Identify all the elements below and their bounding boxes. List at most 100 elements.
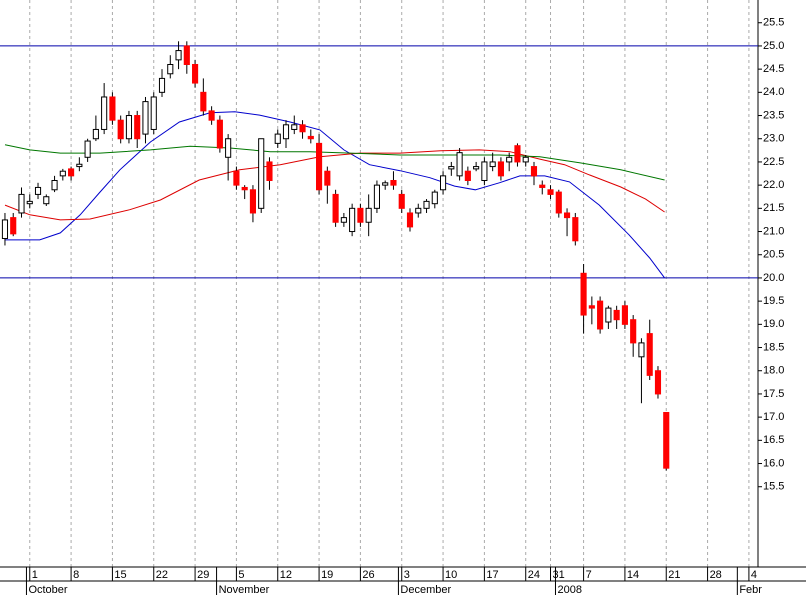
- y-tick-label: 21.5: [763, 202, 784, 214]
- candle-body: [654, 370, 662, 395]
- candle-body: [473, 166, 480, 170]
- candle-body: [555, 191, 562, 214]
- candle-body: [489, 161, 496, 168]
- candle-body: [18, 193, 25, 214]
- x-tick-label: 19: [321, 569, 333, 581]
- y-tick-label: 18.0: [763, 365, 784, 377]
- candle-body: [373, 184, 380, 209]
- candle-body: [109, 96, 116, 121]
- candle-body: [597, 300, 604, 330]
- y-tick-label: 22.0: [763, 179, 784, 191]
- y-tick-label: 24.5: [763, 63, 784, 75]
- x-tick-label: 14: [627, 569, 639, 581]
- y-tick-label: 24.0: [763, 86, 784, 98]
- candle-body: [241, 186, 248, 191]
- candle-body: [101, 96, 108, 130]
- candle-body: [522, 156, 529, 163]
- candle-body: [382, 182, 389, 186]
- candle-body: [134, 115, 141, 140]
- x-tick-label: 26: [362, 569, 374, 581]
- y-tick-label: 17.0: [763, 411, 784, 423]
- candle-body: [588, 305, 595, 309]
- candle-body: [431, 191, 438, 205]
- month-label: 2008: [557, 584, 581, 595]
- candle-body: [282, 124, 290, 140]
- candle-body: [258, 138, 265, 209]
- candle-body: [530, 166, 538, 177]
- y-tick-label: 20.5: [763, 249, 784, 261]
- candle-body: [340, 217, 347, 223]
- candle-body: [663, 411, 670, 469]
- candle-body: [324, 170, 331, 186]
- candle-body: [183, 45, 190, 65]
- candle-body: [92, 128, 99, 140]
- candle-body: [613, 309, 620, 321]
- candle-body: [621, 305, 628, 325]
- candle-body: [398, 193, 405, 209]
- candle-body: [481, 161, 488, 181]
- x-tick-label: 1: [32, 569, 38, 581]
- candle-body: [563, 212, 571, 219]
- candle-body: [200, 91, 207, 112]
- x-tick-label: 12: [280, 569, 292, 581]
- y-tick-label: 25.5: [763, 17, 784, 29]
- candle-body: [630, 319, 637, 344]
- y-tick-label: 25.0: [763, 40, 784, 52]
- candle-body: [233, 170, 240, 186]
- y-tick-label: 23.5: [763, 109, 784, 121]
- x-tick-label: 5: [238, 569, 244, 581]
- y-tick-label: 17.5: [763, 388, 784, 400]
- x-tick-label: 8: [73, 569, 79, 581]
- x-tick-label: 10: [445, 569, 457, 581]
- candle-body: [448, 166, 455, 170]
- candle-body: [76, 163, 83, 168]
- candle-body: [192, 63, 199, 84]
- candle-body: [142, 101, 149, 135]
- candle-body: [59, 170, 66, 177]
- candle-body: [84, 140, 91, 158]
- x-tick-label: 28: [710, 569, 722, 581]
- candle-body: [266, 161, 273, 181]
- candle-body: [497, 161, 504, 177]
- x-tick-label: 4: [751, 569, 757, 581]
- candle-body: [580, 272, 587, 316]
- month-label: October: [28, 584, 67, 595]
- x-tick-label: 17: [486, 569, 498, 581]
- x-tick-label: 3: [404, 569, 410, 581]
- candle-body: [1, 219, 9, 239]
- candle-body: [34, 186, 42, 195]
- y-tick-label: 15.5: [763, 481, 784, 493]
- moving-average: [5, 111, 666, 279]
- candle-body: [299, 124, 306, 133]
- candle-body: [225, 138, 232, 158]
- candle-body: [307, 135, 314, 140]
- candle-body: [10, 217, 17, 235]
- candle-body: [175, 50, 182, 61]
- candle-body: [125, 115, 133, 140]
- candle-body: [216, 119, 223, 149]
- candle-body: [464, 170, 471, 181]
- y-tick-label: 22.5: [763, 156, 784, 168]
- moving-average: [4, 144, 665, 181]
- candle-body: [158, 77, 166, 93]
- candle-body: [456, 152, 463, 177]
- y-tick-label: 19.5: [763, 295, 784, 307]
- candle-body: [208, 110, 215, 121]
- candle-body: [51, 179, 58, 191]
- y-tick-label: 23.0: [763, 133, 784, 145]
- candle-body: [547, 189, 554, 195]
- x-tick-label: 31: [553, 569, 565, 581]
- x-tick-label: 15: [114, 569, 126, 581]
- y-tick-label: 16.0: [763, 457, 784, 469]
- candle-body: [638, 342, 645, 358]
- candle-body: [439, 175, 447, 191]
- y-tick-label: 20.0: [763, 272, 784, 284]
- candle-body: [514, 145, 521, 163]
- x-tick-label: 22: [156, 569, 168, 581]
- candle-body: [249, 189, 257, 214]
- x-tick-label: 29: [197, 569, 209, 581]
- candle-body: [274, 133, 281, 144]
- y-tick-label: 18.5: [763, 341, 784, 353]
- candle-body: [539, 184, 546, 188]
